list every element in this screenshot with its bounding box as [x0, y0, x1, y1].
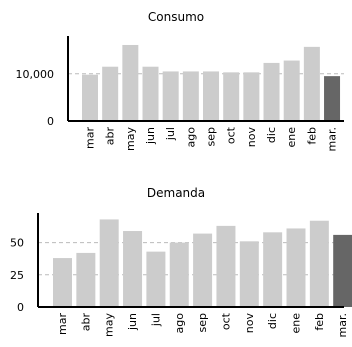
bar [223, 72, 240, 121]
bar [53, 258, 72, 307]
bar [76, 252, 96, 307]
y-tick-label: 25 [10, 269, 24, 282]
bar [99, 219, 119, 307]
x-tick-label: ene [285, 127, 298, 148]
x-tick-label: mar [56, 313, 69, 335]
bar [182, 71, 199, 121]
bar [216, 225, 236, 307]
x-tick-label: ene [290, 313, 303, 334]
x-tick-label: abr [79, 313, 92, 332]
chart-consumo: Consumo mar abr may jun jul ago sep oct nov dic en… [16, 10, 344, 151]
chart-title: Demanda [147, 186, 205, 200]
y-tick-label: 0 [47, 115, 54, 128]
bar [193, 233, 213, 307]
bar [286, 228, 306, 307]
y-tick-label: 0 [17, 301, 24, 314]
x-tick-label: may [103, 313, 116, 337]
bar [283, 60, 300, 121]
bar [102, 66, 119, 121]
x-tick-label: may [124, 127, 137, 151]
bar [82, 74, 98, 121]
bar [263, 62, 280, 121]
x-tick-label: ago [184, 127, 197, 148]
bar [146, 251, 166, 307]
x-tick-label: mar. [326, 127, 339, 151]
bar [203, 71, 220, 121]
bar [169, 242, 189, 307]
chart-demanda: Demanda mar abr may jun jul ago sep oct nov dic en… [10, 186, 352, 337]
x-tick-label: sep [205, 127, 218, 146]
x-tick-label: jul [149, 313, 162, 327]
bar [142, 66, 159, 121]
bar [263, 232, 283, 307]
chart-title: Consumo [148, 10, 204, 24]
bar [303, 46, 320, 121]
bar [122, 44, 139, 121]
bar [162, 71, 179, 121]
bar [333, 234, 352, 307]
bar [243, 72, 260, 121]
x-tick-label: oct [225, 126, 238, 144]
x-tick-label: jun [126, 313, 139, 331]
bar [309, 220, 329, 307]
x-tick-label: nov [243, 313, 256, 334]
x-tick-label: jun [144, 127, 157, 145]
x-tick-label: feb [313, 313, 326, 331]
x-tick-label: ago [173, 313, 186, 334]
bar [324, 76, 341, 121]
x-tick-label: dic [266, 313, 279, 329]
bar [123, 231, 143, 307]
x-tick-label: mar. [336, 313, 349, 337]
y-tick-label: 50 [10, 237, 24, 250]
x-tick-label: oct [219, 312, 232, 330]
bar [239, 241, 259, 307]
x-tick-label: sep [196, 313, 209, 332]
x-tick-label: jul [164, 127, 177, 141]
x-tick-label: nov [245, 127, 258, 148]
y-tick-label: 10,000 [16, 68, 55, 81]
x-tick-label: mar [84, 127, 97, 149]
x-tick-label: abr [104, 127, 117, 146]
x-tick-label: feb [305, 127, 318, 145]
x-tick-label: dic [265, 127, 278, 143]
